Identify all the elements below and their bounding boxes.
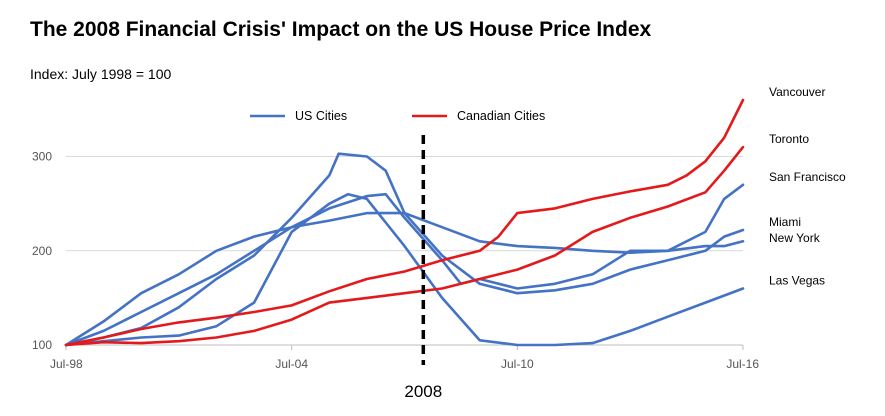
annotation-label: 2008 [404, 382, 442, 401]
series-line-vancouver [64, 98, 745, 347]
y-tick-label: 100 [32, 338, 52, 352]
series-line-miami [64, 152, 745, 347]
y-tick-label: 300 [32, 150, 52, 164]
series-line-las-vegas [64, 192, 745, 347]
series-label-toronto: Toronto [769, 132, 809, 146]
series-label-new-york: New York [769, 231, 821, 245]
annotation-2008: 2008 [404, 135, 442, 401]
y-tick-label: 200 [32, 244, 52, 258]
legend-entry: US Cities [295, 109, 347, 123]
chart-subtitle: Index: July 1998 = 100 [30, 66, 172, 82]
axes: 100 200 300 Jul-98 Jul-04 Jul-10 Jul-16 [32, 150, 759, 371]
chart-title: The 2008 Financial Crisis' Impact on the… [30, 18, 652, 41]
gridlines [66, 156, 743, 252]
series-line-new-york [64, 211, 745, 347]
series-label-vancouver: Vancouver [769, 85, 825, 99]
x-tick-label: Jul-04 [275, 357, 308, 371]
x-tick-label: Jul-98 [50, 357, 83, 371]
series-line-san-francisco [64, 183, 745, 347]
x-tick-label: Jul-10 [501, 357, 534, 371]
series-lines [64, 98, 745, 347]
series-label-san-francisco: San Francisco [769, 170, 846, 184]
legend-entry: Canadian Cities [457, 109, 545, 123]
legend: US Cities Canadian Cities [250, 109, 545, 123]
series-label-las-vegas: Las Vegas [769, 273, 825, 287]
series-labels: Vancouver Toronto San Francisco Miami New Yo… [769, 85, 846, 287]
series-label-miami: Miami [769, 215, 801, 229]
x-tick-label: Jul-16 [726, 357, 759, 371]
